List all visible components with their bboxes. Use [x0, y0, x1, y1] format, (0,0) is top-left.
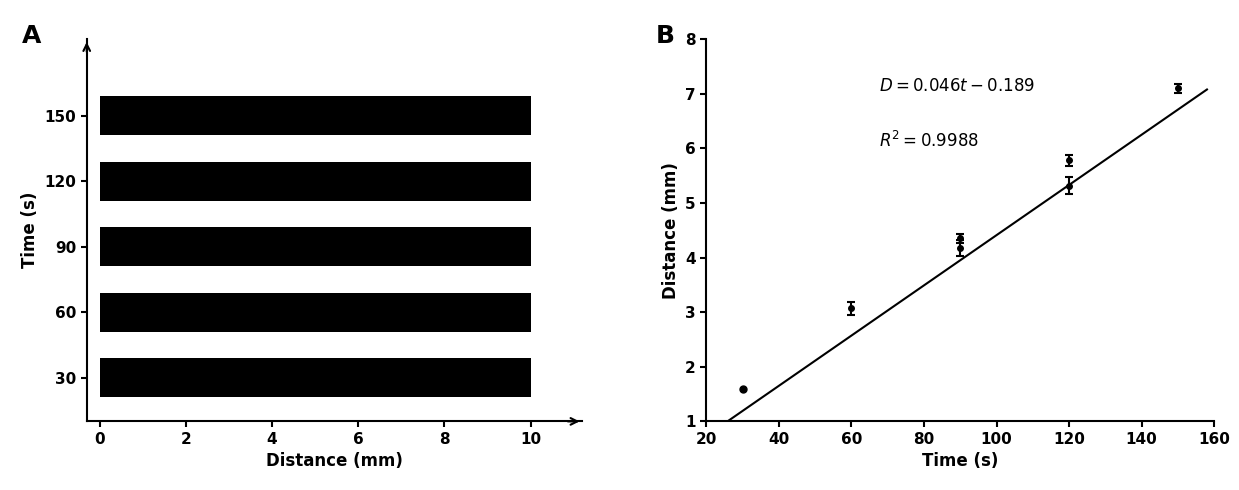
Bar	[99, 227, 530, 267]
X-axis label: Distance (mm): Distance (mm)	[266, 452, 403, 470]
Y-axis label: Distance (mm): Distance (mm)	[662, 162, 679, 299]
Text: $\mathit{D} = 0.046\mathit{t} - 0.189$: $\mathit{D} = 0.046\mathit{t} - 0.189$	[878, 77, 1035, 96]
Bar	[99, 358, 530, 397]
Text: A: A	[22, 24, 42, 48]
Bar	[99, 162, 530, 201]
Bar	[99, 96, 530, 135]
Bar	[99, 293, 530, 332]
X-axis label: Time (s): Time (s)	[922, 452, 999, 470]
Y-axis label: Time (s): Time (s)	[21, 192, 38, 269]
Text: $\mathit{R}^2 = 0.9988$: $\mathit{R}^2 = 0.9988$	[878, 131, 979, 151]
Text: B: B	[655, 24, 674, 48]
